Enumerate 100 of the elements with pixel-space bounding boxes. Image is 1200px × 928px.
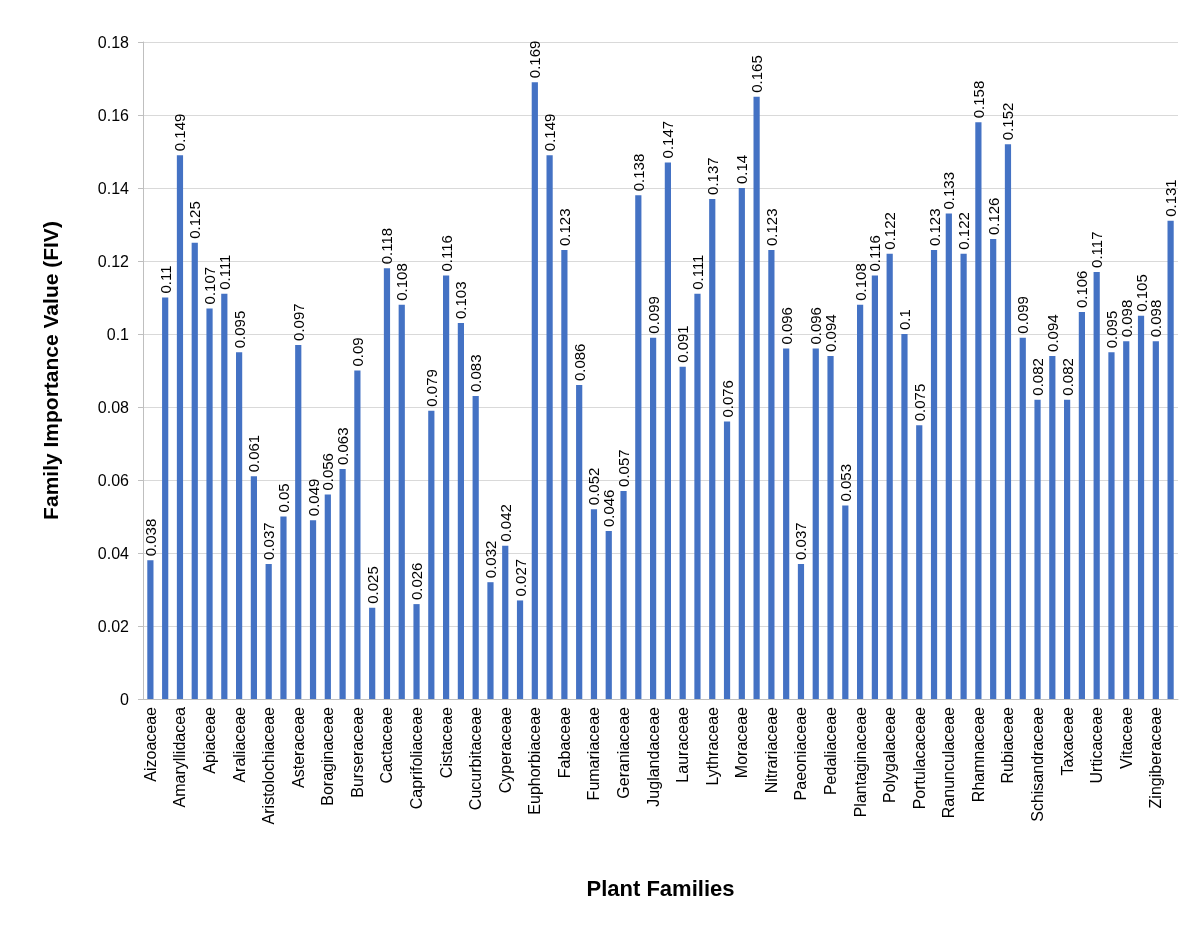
x-tick-label: Caprifoliaceae	[408, 706, 426, 810]
x-tick-label: Polygalaceae	[881, 706, 899, 804]
data-label: 0.149	[541, 113, 559, 152]
y-tick-label: 0.18	[97, 33, 130, 51]
x-tick-label: Vitaceae	[1117, 706, 1135, 769]
data-label: 0.075	[910, 383, 928, 422]
x-tick-label: Fabaceae	[555, 706, 573, 779]
data-label: 0.097	[289, 303, 307, 341]
data-label: 0.042	[496, 504, 514, 542]
bar	[768, 250, 775, 699]
data-label: 0.1	[895, 309, 913, 330]
bar	[176, 155, 184, 699]
bar	[827, 355, 834, 699]
x-tick-label: Fumariaceae	[585, 706, 603, 801]
bar	[1137, 315, 1145, 699]
bar	[1019, 337, 1026, 699]
bar	[457, 323, 464, 699]
bar	[1123, 341, 1130, 699]
data-label: 0.032	[481, 540, 499, 579]
bar	[280, 516, 287, 699]
bar	[324, 494, 331, 699]
bar	[590, 509, 598, 699]
data-label: 0.086	[570, 343, 588, 382]
bar	[531, 82, 538, 699]
bar	[797, 563, 805, 699]
data-label: 0.037	[260, 522, 278, 560]
data-label: 0.118	[378, 227, 396, 265]
data-label: 0.046	[600, 489, 618, 528]
bar	[561, 250, 568, 699]
data-label: 0.122	[955, 212, 973, 250]
bar	[502, 545, 509, 699]
bar	[753, 96, 760, 699]
bar	[635, 195, 642, 699]
y-tick-label: 0.08	[97, 398, 130, 416]
data-label: 0.091	[674, 325, 692, 363]
x-tick-label: Urticaceae	[1088, 706, 1106, 784]
data-label: 0.037	[792, 522, 810, 560]
data-label: 0.122	[881, 212, 899, 250]
x-tick-label: Cyperaceae	[496, 706, 514, 794]
data-label: 0.138	[629, 153, 647, 192]
y-tick-label: 0.06	[97, 471, 130, 489]
x-tick-label: Araliaceae	[230, 706, 248, 783]
bar	[383, 268, 391, 699]
data-label: 0.094	[1043, 314, 1061, 352]
x-tick-label: Plantaginaceae	[851, 706, 869, 818]
data-label: 0.158	[969, 80, 987, 119]
bar	[1049, 355, 1056, 699]
bar	[886, 253, 893, 699]
y-tick-label: 0.16	[97, 106, 130, 124]
bar	[1108, 352, 1115, 699]
bar	[1078, 312, 1085, 699]
data-label: 0.123	[762, 208, 780, 247]
bar	[576, 385, 583, 699]
bar	[975, 122, 982, 699]
bar	[369, 607, 376, 699]
data-label: 0.098	[1117, 299, 1135, 338]
data-label: 0.149	[171, 113, 189, 152]
data-label: 0.103	[452, 281, 470, 320]
data-label: 0.106	[1073, 270, 1091, 309]
bar	[650, 337, 657, 699]
x-tick-label: Juglandaceae	[644, 706, 662, 807]
x-tick-label: Geraniaceae	[615, 706, 633, 799]
data-label: 0.152	[999, 102, 1017, 141]
data-label: 0.025	[363, 566, 381, 604]
x-tick-label: Lauraceae	[674, 706, 692, 783]
data-label: 0.108	[851, 263, 869, 301]
bar	[546, 155, 553, 699]
y-axis-title: Family Importance Value (FIV)	[39, 221, 62, 520]
data-label: 0.049	[304, 478, 322, 517]
bar	[398, 304, 405, 699]
data-label: 0.052	[585, 467, 603, 506]
x-tick-label: Aristolochiaceae	[260, 706, 278, 825]
x-tick-label: Boraginaceae	[319, 706, 337, 806]
bar	[191, 242, 198, 699]
bar	[930, 250, 938, 699]
x-tick-label: Cucurbitaceae	[467, 706, 485, 811]
data-label: 0.147	[659, 120, 677, 159]
data-label: 0.125	[186, 201, 204, 239]
data-label: 0.096	[777, 307, 795, 345]
data-label: 0.079	[422, 369, 440, 407]
data-label: 0.117	[1088, 231, 1106, 268]
x-tick-label: Portulacaceae	[910, 706, 928, 810]
bar	[709, 198, 716, 699]
bar	[916, 425, 923, 699]
x-tick-label: Burseraceae	[348, 706, 366, 798]
x-tick-label: Amaryllidacea	[171, 706, 189, 808]
x-tick-label: Aizoaceae	[141, 706, 159, 782]
bar	[147, 560, 154, 699]
bar	[413, 604, 420, 699]
x-tick-label: Apiaceae	[201, 706, 219, 774]
data-label: 0.056	[319, 453, 337, 491]
bar	[679, 366, 686, 699]
data-label: 0.057	[615, 449, 633, 487]
bar	[295, 344, 302, 699]
data-label: 0.082	[1029, 358, 1047, 396]
bar	[694, 293, 701, 699]
bar	[443, 275, 450, 699]
bar	[812, 348, 819, 699]
bar	[309, 520, 317, 699]
data-label: 0.165	[748, 55, 766, 93]
